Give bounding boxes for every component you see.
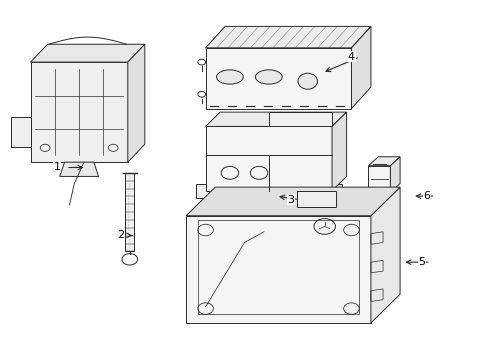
Polygon shape [11, 117, 30, 147]
Polygon shape [30, 44, 144, 62]
Text: 3: 3 [286, 195, 294, 204]
Polygon shape [370, 187, 399, 323]
Polygon shape [127, 44, 144, 162]
Polygon shape [196, 184, 341, 198]
Polygon shape [205, 126, 331, 191]
Text: 1: 1 [54, 162, 61, 172]
Polygon shape [186, 187, 399, 216]
Text: 4: 4 [347, 52, 354, 62]
Polygon shape [268, 112, 331, 126]
Polygon shape [368, 166, 389, 193]
Polygon shape [125, 173, 134, 251]
Polygon shape [30, 62, 127, 162]
Polygon shape [205, 26, 370, 48]
Polygon shape [205, 48, 351, 109]
Polygon shape [205, 112, 346, 126]
Text: 2: 2 [117, 230, 124, 240]
Polygon shape [389, 157, 399, 193]
Ellipse shape [297, 73, 317, 89]
Polygon shape [296, 191, 335, 207]
Text: 6: 6 [423, 191, 429, 201]
Ellipse shape [216, 70, 243, 84]
Polygon shape [60, 162, 99, 176]
Polygon shape [368, 157, 399, 166]
Ellipse shape [255, 70, 282, 84]
Polygon shape [186, 216, 370, 323]
Polygon shape [351, 26, 370, 109]
Polygon shape [331, 112, 346, 191]
Text: 5: 5 [418, 257, 425, 267]
